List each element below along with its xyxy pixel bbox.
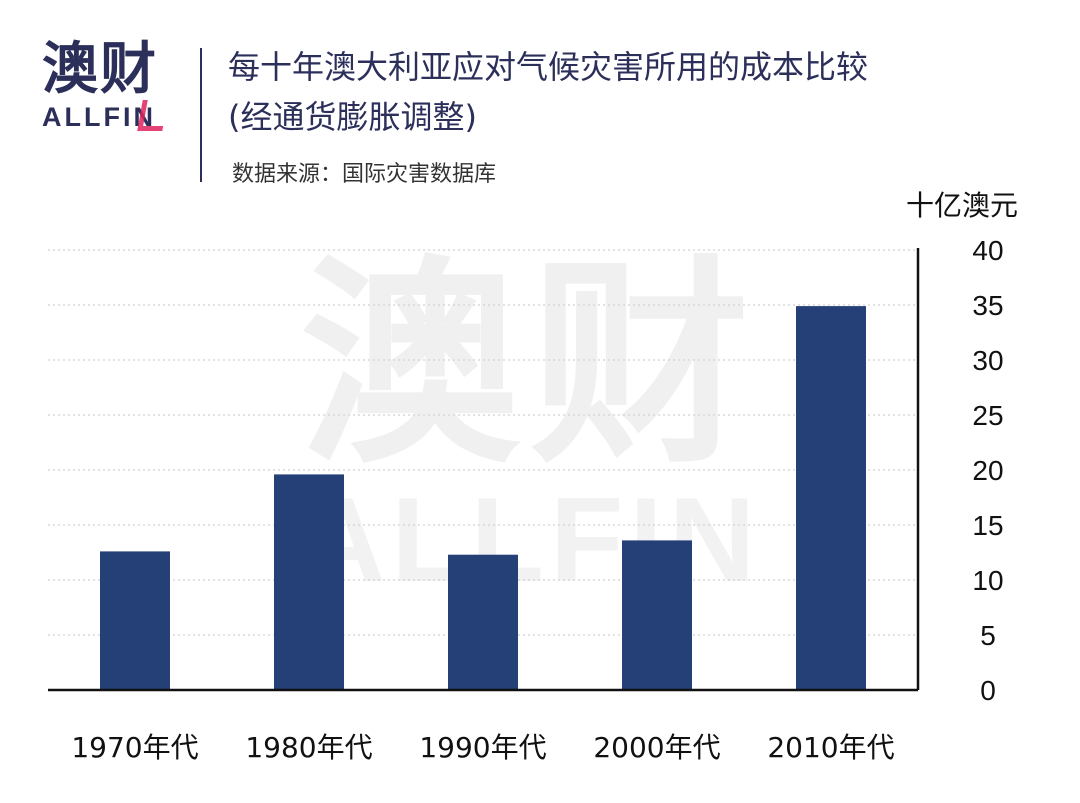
x-tick-label: 2000年代 bbox=[593, 731, 720, 764]
data-source: 数据来源：国际灾害数据库 bbox=[232, 162, 497, 187]
x-tick-label: 1980年代 bbox=[245, 731, 372, 764]
bar-3 bbox=[622, 540, 692, 690]
y-tick-label: 15 bbox=[972, 510, 1003, 541]
y-tick-label: 35 bbox=[972, 290, 1003, 321]
y-tick-label: 20 bbox=[972, 455, 1003, 486]
chart-title-line1: 每十年澳大利亚应对气候灾害所用的成本比较 bbox=[228, 48, 869, 86]
bar-1 bbox=[274, 474, 344, 690]
x-tick-label: 1970年代 bbox=[71, 731, 198, 764]
y-tick-label: 30 bbox=[972, 345, 1003, 376]
logo-cn: 澳财 bbox=[42, 37, 158, 102]
bar-4 bbox=[796, 306, 866, 690]
bar-0 bbox=[100, 551, 170, 690]
logo-en: ALLFIN bbox=[42, 102, 156, 132]
y-tick-label: 40 bbox=[972, 235, 1003, 266]
brand-logo: 澳财 ALLFIN bbox=[42, 37, 168, 133]
bar-2 bbox=[448, 554, 518, 690]
x-tick-label: 2010年代 bbox=[767, 731, 894, 764]
chart-title: 每十年澳大利亚应对气候灾害所用的成本比较 (经通货膨胀调整) bbox=[228, 42, 988, 142]
y-axis-unit: 十亿澳元 bbox=[906, 189, 1019, 222]
y-tick-label: 5 bbox=[980, 620, 996, 651]
y-tick-label: 25 bbox=[972, 400, 1003, 431]
chart-title-line2: (经通货膨胀调整) bbox=[228, 98, 477, 136]
y-tick-label: 10 bbox=[972, 565, 1003, 596]
x-tick-label: 1990年代 bbox=[419, 731, 546, 764]
header-divider bbox=[200, 48, 202, 182]
y-tick-label: 0 bbox=[980, 675, 996, 706]
